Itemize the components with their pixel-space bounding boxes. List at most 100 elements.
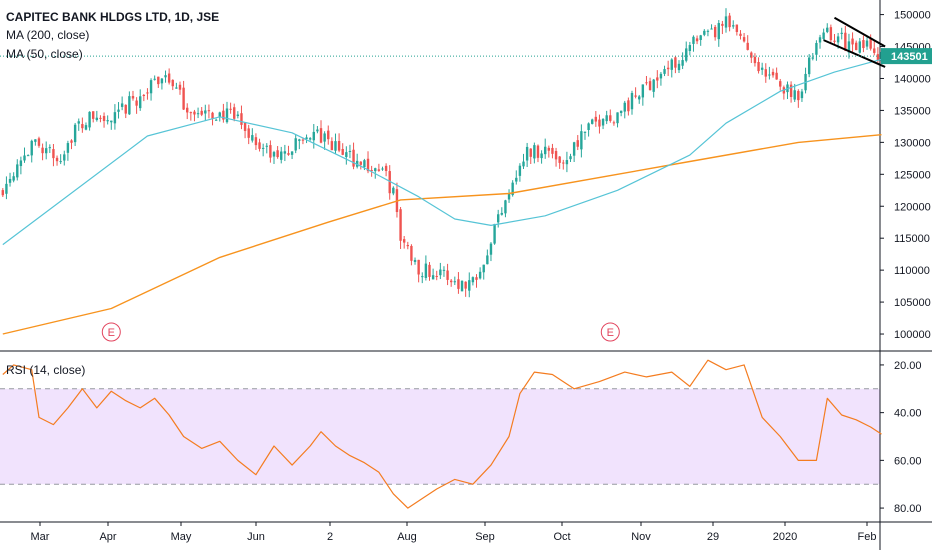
candle-down bbox=[142, 95, 146, 97]
candle-down bbox=[359, 161, 362, 165]
candle-down bbox=[598, 119, 601, 127]
price-tick-label: 140000 bbox=[894, 73, 931, 85]
candle-down bbox=[844, 32, 847, 51]
candle-down bbox=[656, 77, 659, 81]
candle-up bbox=[732, 25, 735, 27]
candle-up bbox=[63, 154, 66, 161]
earnings-marker[interactable] bbox=[101, 322, 121, 342]
candle-up bbox=[139, 96, 142, 109]
candle-up bbox=[196, 113, 200, 115]
rsi-line bbox=[2, 359, 882, 509]
candle-down bbox=[171, 79, 174, 87]
candle-down bbox=[771, 71, 775, 76]
candle-up bbox=[117, 109, 120, 112]
candle-down bbox=[384, 165, 388, 171]
chart-title: CAPITEC BANK HLDGS LTD, 1D, JSE bbox=[6, 10, 220, 24]
ma50-line bbox=[2, 58, 882, 246]
candle-down bbox=[269, 145, 272, 158]
price-tick-label: 115000 bbox=[894, 233, 930, 245]
candle-down bbox=[435, 275, 438, 277]
rsi-band bbox=[0, 388, 880, 485]
candle-up bbox=[442, 269, 446, 271]
candle-up bbox=[381, 168, 384, 170]
candle-up bbox=[283, 151, 287, 154]
candle-up bbox=[34, 139, 37, 142]
candle-up bbox=[218, 112, 221, 118]
candle-down bbox=[240, 113, 243, 125]
candle-up bbox=[261, 147, 265, 149]
candle-down bbox=[193, 111, 196, 115]
candle-down bbox=[243, 122, 247, 131]
candle-up bbox=[478, 271, 482, 279]
candle-down bbox=[634, 95, 637, 97]
candle-down bbox=[854, 42, 858, 51]
candle-up bbox=[616, 112, 619, 124]
candle-down bbox=[529, 148, 532, 157]
candle-down bbox=[753, 56, 757, 64]
candle-up bbox=[540, 153, 543, 159]
candle-up bbox=[5, 183, 8, 194]
candle-up bbox=[23, 155, 26, 161]
candle-up bbox=[497, 214, 500, 223]
candle-down bbox=[775, 72, 778, 80]
candle-up bbox=[688, 45, 692, 52]
candle-up bbox=[641, 84, 645, 98]
candle-down bbox=[536, 145, 540, 158]
candle-up bbox=[638, 96, 641, 100]
candle-down bbox=[562, 162, 565, 164]
rsi-tick-label: 20.00 bbox=[894, 360, 922, 372]
candle-up bbox=[836, 36, 840, 43]
candle-up bbox=[670, 59, 673, 70]
candle-up bbox=[685, 48, 688, 61]
candle-down bbox=[869, 38, 872, 49]
candle-down bbox=[873, 48, 876, 53]
candle-down bbox=[410, 245, 413, 261]
candle-up bbox=[236, 114, 240, 117]
candle-down bbox=[276, 150, 279, 158]
channel-line[interactable] bbox=[833, 16, 886, 48]
candle-up bbox=[572, 142, 576, 156]
ma200-line bbox=[2, 134, 882, 335]
candle-up bbox=[544, 146, 547, 155]
earnings-marker-label: E bbox=[108, 327, 115, 339]
candle-down bbox=[341, 148, 344, 155]
candle-up bbox=[16, 164, 19, 178]
channel-line[interactable] bbox=[823, 39, 886, 68]
candle-up bbox=[128, 96, 131, 115]
candle-up bbox=[587, 123, 590, 131]
candle-down bbox=[547, 147, 551, 151]
candle-down bbox=[674, 57, 677, 68]
candle-down bbox=[789, 84, 793, 97]
candle-up bbox=[12, 176, 15, 181]
candle-down bbox=[146, 92, 149, 94]
candle-up bbox=[374, 168, 377, 172]
candle-up bbox=[305, 137, 308, 139]
candle-down bbox=[370, 170, 373, 172]
candle-down bbox=[287, 153, 290, 155]
candle-down bbox=[612, 122, 616, 124]
last-price-tag bbox=[881, 48, 932, 65]
candle-down bbox=[247, 128, 250, 138]
candle-down bbox=[417, 259, 420, 275]
candle-down bbox=[207, 110, 211, 112]
candle-down bbox=[576, 140, 579, 147]
time-tick-label: May bbox=[171, 531, 192, 543]
candle-up bbox=[865, 40, 869, 47]
candle-up bbox=[251, 135, 254, 141]
candle-up bbox=[312, 131, 315, 141]
candle-up bbox=[290, 151, 294, 155]
candle-up bbox=[525, 146, 529, 161]
candle-up bbox=[110, 120, 113, 123]
price-tick-label: 130000 bbox=[894, 137, 931, 149]
time-tick-label: Sep bbox=[475, 531, 495, 543]
candle-down bbox=[388, 171, 391, 194]
rsi-tick-label: 40.00 bbox=[894, 408, 922, 420]
candle-up bbox=[489, 243, 493, 255]
candle-down bbox=[406, 244, 409, 247]
candle-up bbox=[120, 103, 124, 107]
candle-up bbox=[818, 37, 822, 43]
candle-up bbox=[460, 280, 464, 292]
candle-up bbox=[565, 160, 569, 165]
earnings-marker[interactable] bbox=[600, 322, 620, 342]
